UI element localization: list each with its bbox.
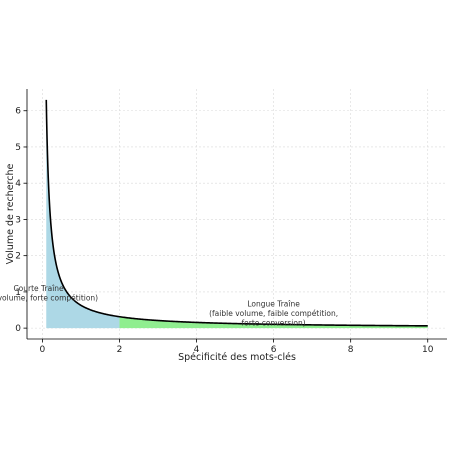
x-tick-label: 8 — [348, 345, 354, 355]
y-tick-label: 4 — [15, 179, 21, 189]
short-tail-annotation: Courte Traîne(fort volume, forte compéti… — [0, 284, 98, 303]
x-axis-label: Spécificité des mots-clés — [178, 352, 296, 363]
search-volume-curve — [45, 99, 428, 327]
annotation-line: Courte Traîne — [13, 284, 64, 293]
x-tick-label: 2 — [117, 345, 123, 355]
y-tick-label: 3 — [15, 215, 21, 225]
annotation-line: forte conversion) — [242, 318, 306, 327]
x-tick-label: 6 — [271, 345, 277, 355]
annotation-line: Longue Traîne — [247, 299, 300, 308]
short-tail-area — [46, 99, 120, 329]
axes: 0 2 4 6 8 10 0 1 2 3 4 5 6 — [15, 89, 447, 355]
y-axis-label: Volume de recherche — [5, 164, 16, 265]
x-tick-label: 0 — [40, 345, 46, 355]
long-tail-area — [119, 316, 428, 329]
y-tick-label: 2 — [15, 252, 21, 262]
y-tick-label: 6 — [15, 107, 21, 117]
area-regions — [46, 99, 428, 329]
y-tick-label: 1 — [15, 288, 21, 298]
y-tick-label: 0 — [15, 324, 21, 334]
annotation-line: (fort volume, forte compétition) — [0, 294, 98, 303]
annotation-line: (faible volume, faible compétition, — [209, 309, 338, 318]
annotations: Courte Traîne(fort volume, forte compéti… — [0, 284, 338, 327]
grid — [27, 89, 447, 339]
long-tail-annotation: Longue Traîne (faible volume, faible comp… — [209, 299, 338, 327]
x-tick-label: 10 — [422, 345, 434, 355]
y-tick-label: 5 — [15, 143, 21, 153]
x-tick-label: 4 — [194, 345, 200, 355]
curve-layer — [45, 99, 428, 327]
